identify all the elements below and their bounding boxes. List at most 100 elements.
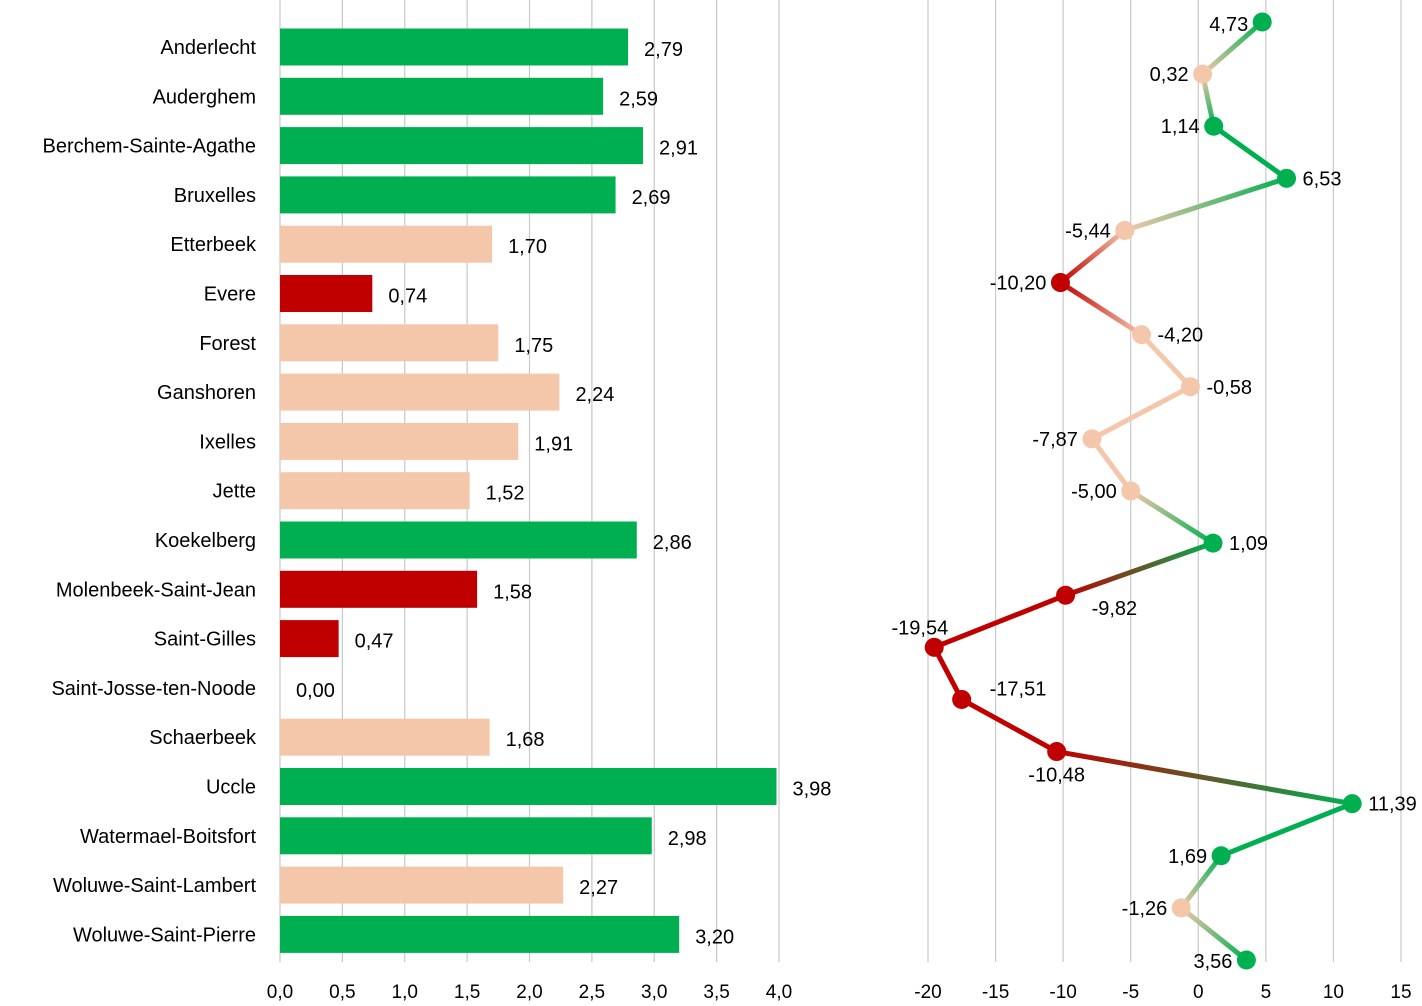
line-x-tick-label: 5 (1261, 982, 1272, 1001)
bar (280, 915, 680, 953)
category-label: Saint-Josse-ten-Noode (51, 678, 256, 700)
line-value-label: -17,51 (990, 678, 1047, 700)
line-segment (1128, 488, 1216, 546)
line-point (952, 689, 972, 709)
category-label: Anderlecht (160, 37, 256, 59)
bar-value-label: 0,47 (355, 631, 394, 653)
line-segment (1089, 384, 1193, 442)
bar (280, 77, 604, 115)
category-label: Ixelles (199, 431, 256, 453)
bar-value-label: 2,86 (653, 532, 692, 554)
bar (280, 472, 470, 510)
line-segment (1057, 280, 1145, 338)
line-value-label: -7,87 (1032, 429, 1078, 451)
line-point (1252, 12, 1272, 32)
bar-value-label: 3,20 (695, 926, 734, 948)
line-point (1211, 846, 1231, 866)
line-point (1121, 481, 1141, 501)
line-value-label: -10,20 (990, 273, 1047, 295)
category-label: Berchem-Sainte-Agathe (43, 136, 256, 158)
line-point (1115, 220, 1135, 240)
bar-value-label: 2,91 (659, 138, 698, 160)
bar-value-label: 2,27 (579, 877, 618, 899)
bar (280, 521, 637, 559)
bar-value-label: 1,91 (534, 433, 573, 455)
line-value-label: 1,14 (1161, 116, 1200, 138)
line-point (1056, 585, 1076, 605)
line-value-label: 1,69 (1168, 846, 1207, 868)
line-value-label: -5,44 (1065, 220, 1111, 242)
bar (280, 373, 560, 411)
bar-value-label: 1,68 (506, 729, 545, 751)
category-label: Koekelberg (155, 530, 256, 552)
line-point (1204, 116, 1224, 136)
bar (280, 275, 373, 312)
line-x-tick-label: -20 (914, 982, 941, 1001)
bar-value-label: 0,00 (296, 680, 335, 702)
bar (280, 28, 629, 66)
line-segment (1139, 332, 1193, 390)
category-label: Ganshoren (157, 382, 256, 404)
line-segment (1057, 227, 1128, 286)
line-segment (931, 592, 1069, 650)
line-point (1047, 742, 1067, 762)
line-value-label: -5,00 (1071, 481, 1117, 503)
bar (280, 127, 644, 165)
line-point (1180, 377, 1200, 397)
category-label: Uccle (206, 777, 256, 799)
category-label: Saint-Gilles (154, 629, 256, 651)
bar-x-tick-label: 4,0 (766, 982, 792, 1001)
bar (280, 866, 564, 904)
bar-x-tick-label: 2,5 (579, 982, 605, 1001)
line-segment (1178, 905, 1249, 963)
line-point (1132, 325, 1152, 345)
bar-value-label: 1,70 (508, 236, 547, 258)
bar-value-label: 2,69 (632, 187, 671, 209)
bar-value-label: 2,24 (575, 384, 614, 406)
line-segment (1218, 801, 1355, 859)
line-point (1193, 64, 1213, 84)
bar-value-label: 1,52 (486, 483, 525, 505)
bar-value-label: 1,58 (493, 581, 532, 603)
line-value-label: 3,56 (1193, 951, 1232, 973)
line-value-label: -0,58 (1206, 377, 1252, 399)
bar-value-label: 2,59 (619, 88, 658, 110)
bar-value-label: 2,98 (668, 828, 707, 850)
category-label: Forest (199, 333, 256, 355)
line-point (1171, 898, 1191, 918)
line-segment (1122, 175, 1290, 233)
category-label: Bruxelles (174, 185, 256, 207)
line-x-tick-label: -15 (982, 982, 1009, 1001)
category-label: Woluwe-Saint-Lambert (53, 875, 256, 897)
line-value-label: -9,82 (1092, 598, 1138, 620)
category-label: Evere (204, 284, 256, 306)
bar-value-label: 3,98 (793, 779, 832, 801)
line-segment (1211, 123, 1290, 181)
bar-x-tick-label: 1,5 (454, 982, 480, 1001)
line-value-label: -10,48 (1028, 765, 1085, 787)
line-segment (1200, 19, 1265, 77)
bar (280, 324, 499, 362)
bar-value-label: 2,79 (644, 39, 683, 61)
line-point (1203, 533, 1223, 553)
line-value-label: 0,32 (1150, 64, 1189, 86)
line-point (924, 637, 944, 657)
line-point (1050, 273, 1070, 293)
line-point (1082, 429, 1102, 449)
line-segment (1063, 540, 1216, 598)
line-x-tick-label: -10 (1049, 982, 1076, 1001)
line-segment (959, 696, 1060, 755)
bar (280, 817, 652, 855)
bar (280, 176, 616, 214)
bar-chart-panel: Anderlecht 2,79 Auderghem 2,59 Berchem-Saint… (43, 0, 832, 1003)
line-x-tick-label: 10 (1323, 982, 1344, 1001)
category-label: Jette (213, 481, 256, 503)
line-value-label: -19,54 (891, 617, 948, 639)
line-value-label: 4,73 (1209, 14, 1248, 36)
line-segment (931, 644, 965, 702)
category-label: Etterbeek (170, 234, 257, 256)
line-value-label: 1,09 (1229, 533, 1268, 555)
line-chart-panel: 4,73 0,32 1,14 6,53 -5,44 -10,20 -4,20 -0,58 -7,… (891, 0, 1417, 1003)
